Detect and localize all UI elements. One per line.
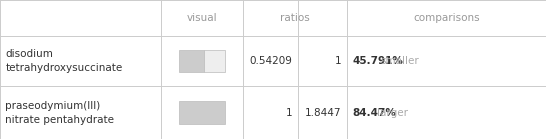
Text: visual: visual: [187, 13, 217, 23]
Text: smaller: smaller: [381, 56, 420, 66]
Text: 0.54209: 0.54209: [249, 56, 292, 66]
Text: larger: larger: [377, 108, 408, 118]
Text: ratios: ratios: [280, 13, 310, 23]
Text: 1: 1: [286, 108, 292, 118]
Text: comparisons: comparisons: [413, 13, 480, 23]
Text: praseodymium(III)
nitrate pentahydrate: praseodymium(III) nitrate pentahydrate: [5, 101, 115, 125]
Text: 84.47%: 84.47%: [352, 108, 396, 118]
Bar: [179, 101, 225, 124]
Text: 1.8447: 1.8447: [305, 108, 341, 118]
Text: disodium
tetrahydroxysuccinate: disodium tetrahydroxysuccinate: [5, 49, 123, 73]
Bar: [179, 50, 204, 72]
Bar: [204, 50, 225, 72]
Text: 1: 1: [335, 56, 341, 66]
Text: 45.791%: 45.791%: [352, 56, 403, 66]
